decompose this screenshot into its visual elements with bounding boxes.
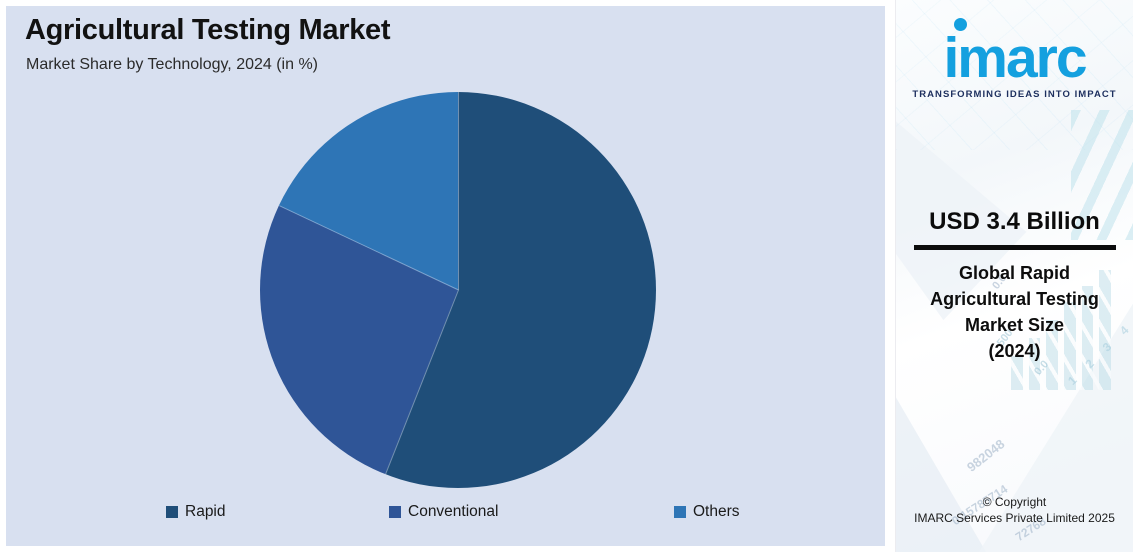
legend-item-conventional: Conventional <box>389 503 498 521</box>
stat-divider <box>913 245 1116 250</box>
copyright-line2: IMARC Services Private Limited 2025 <box>914 511 1115 525</box>
chart-panel: Agricultural Testing Market Market Share… <box>6 6 885 546</box>
logo-text: imarc <box>943 26 1087 90</box>
pie-slice-boundary <box>278 205 459 291</box>
legend-item-others: Others <box>674 503 740 521</box>
legend-swatch-rapid <box>166 506 178 518</box>
legend-swatch-others <box>674 506 686 518</box>
copyright: © Copyright IMARC Services Private Limit… <box>896 494 1133 526</box>
legend-swatch-conventional <box>389 506 401 518</box>
stat-label-year: (2024) <box>988 341 1041 361</box>
logo-dot-icon <box>954 18 967 31</box>
brand-sidebar: 0.0 500 0.0 1 2 3 4 982048 0.15785714 72… <box>895 0 1133 552</box>
legend-label-rapid: Rapid <box>185 503 226 520</box>
pie-slice-boundary <box>384 289 459 475</box>
copyright-line1: © Copyright <box>982 495 1047 509</box>
market-size-stat: USD 3.4 Billion Global Rapid Agricultura… <box>896 208 1133 364</box>
stat-label: Global Rapid Agricultural Testing Market… <box>919 260 1111 364</box>
pie-slice-boundary <box>457 92 459 290</box>
stat-label-text: Global Rapid Agricultural Testing Market… <box>930 263 1099 335</box>
legend-label-conventional: Conventional <box>408 503 499 520</box>
legend-label-others: Others <box>693 503 740 520</box>
watermark-diagonal-stripes <box>1071 110 1133 240</box>
chart-subtitle: Market Share by Technology, 2024 (in %) <box>26 56 319 73</box>
stat-value: USD 3.4 Billion <box>929 208 1100 235</box>
page-title: Agricultural Testing Market <box>25 14 391 46</box>
legend-item-rapid: Rapid <box>166 503 226 521</box>
pie-chart <box>260 92 656 488</box>
watermark-bar-chart <box>1011 270 1112 390</box>
imarc-logo: imarc TRANSFORMING IDEAS INTO IMPACT <box>896 18 1133 100</box>
logo-tagline: TRANSFORMING IDEAS INTO IMPACT <box>912 89 1117 101</box>
